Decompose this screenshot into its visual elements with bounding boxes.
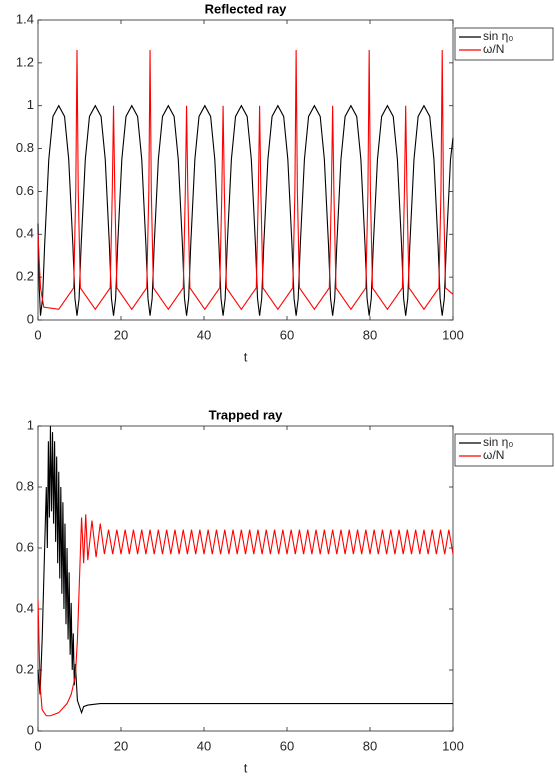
y-tick-label: 0.2 bbox=[16, 269, 34, 284]
x-tick-label: 0 bbox=[34, 738, 41, 753]
y-tick-label: 1.4 bbox=[16, 11, 34, 26]
x-tick-label: 40 bbox=[197, 327, 211, 342]
legend-label: ω/N bbox=[483, 42, 504, 56]
x-tick-label: 100 bbox=[442, 738, 464, 753]
x-tick-label: 60 bbox=[280, 327, 294, 342]
y-tick-label: 1 bbox=[27, 97, 34, 112]
y-tick-label: 0.8 bbox=[16, 478, 34, 493]
x-tick-label: 20 bbox=[114, 327, 128, 342]
legend-label: ω/N bbox=[483, 448, 504, 462]
x-tick-label: 100 bbox=[442, 327, 464, 342]
legend-label: sin η₀ bbox=[483, 29, 513, 43]
axes-box bbox=[37, 19, 454, 321]
legend-box bbox=[454, 433, 554, 467]
series-line bbox=[37, 514, 454, 717]
chart-title: Reflected ray bbox=[205, 1, 287, 16]
x-tick-label: 40 bbox=[197, 738, 211, 753]
x-tick-label: 0 bbox=[34, 327, 41, 342]
y-tick-label: 1.2 bbox=[16, 54, 34, 69]
y-tick-label: 0 bbox=[27, 722, 34, 737]
y-tick-label: 0 bbox=[27, 311, 34, 326]
y-tick-label: 0.4 bbox=[16, 600, 34, 615]
y-tick-label: 0.6 bbox=[16, 539, 34, 554]
y-tick-label: 1 bbox=[27, 417, 34, 432]
series-line bbox=[37, 104, 454, 316]
y-tick-label: 0.6 bbox=[16, 183, 34, 198]
x-axis-label: t bbox=[244, 349, 248, 364]
legend-label: sin η₀ bbox=[483, 435, 513, 449]
x-tick-label: 20 bbox=[114, 738, 128, 753]
x-tick-label: 80 bbox=[363, 327, 377, 342]
y-tick-label: 0.2 bbox=[16, 661, 34, 676]
y-tick-label: 0.8 bbox=[16, 140, 34, 155]
y-tick-label: 0.4 bbox=[16, 226, 34, 241]
x-axis-label: t bbox=[244, 760, 248, 775]
series-line bbox=[37, 49, 454, 311]
series-line bbox=[37, 425, 453, 715]
axes-box bbox=[37, 425, 454, 732]
x-tick-label: 60 bbox=[280, 738, 294, 753]
chart-title: Trapped ray bbox=[209, 407, 283, 422]
x-tick-label: 80 bbox=[363, 738, 377, 753]
legend-box bbox=[454, 27, 554, 61]
